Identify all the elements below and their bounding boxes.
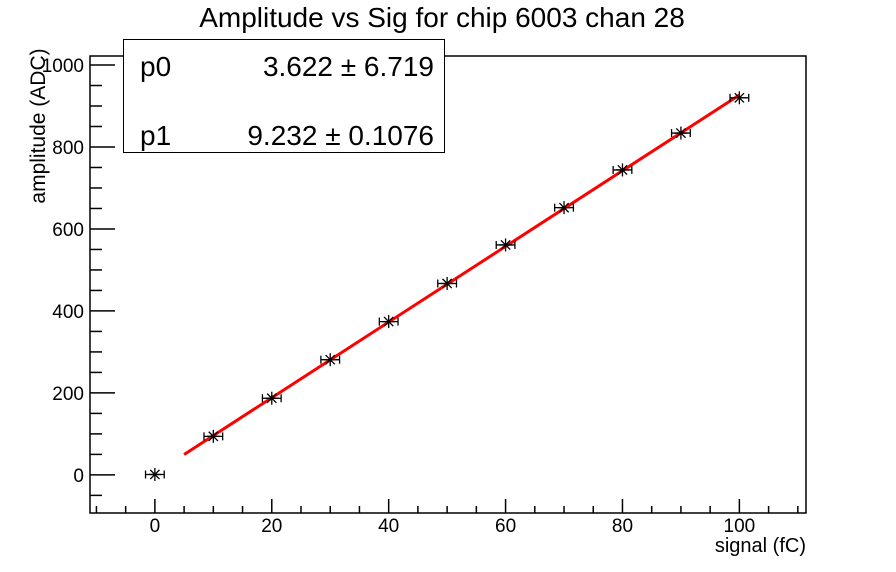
data-point-marker — [383, 316, 394, 327]
fit-param-value: 3.622 ± 6.719 — [262, 51, 434, 82]
x-axis-tick-label: 100 — [724, 516, 756, 537]
fit-param-label: p1 — [140, 120, 172, 151]
y-axis-tick-label: 1000 — [42, 56, 84, 77]
y-axis-tick-label: 400 — [52, 302, 84, 323]
data-point-marker — [734, 92, 745, 103]
fit-param-label: p0 — [140, 51, 172, 82]
y-axis-tick-label: 600 — [52, 220, 84, 241]
x-axis-tick-label: 80 — [612, 516, 633, 537]
fit-param-value: 9.232 ± 0.1076 — [247, 120, 434, 151]
data-point-marker — [500, 239, 511, 251]
x-axis-tick-label: 60 — [495, 516, 516, 537]
y-axis-tick-label: 200 — [52, 384, 84, 405]
data-point-marker — [208, 431, 219, 442]
data-point-marker — [266, 393, 277, 404]
stats-row: p0 3.622 ± 6.719 — [140, 53, 434, 81]
x-axis-tick-label: 0 — [150, 516, 161, 537]
data-point-marker — [675, 127, 686, 139]
plot-frame — [89, 55, 807, 514]
x-axis-tick-label: 40 — [378, 516, 399, 537]
stats-row: p1 9.232 ± 0.1076 — [140, 122, 434, 150]
data-point-marker — [149, 469, 160, 480]
data-point-marker — [325, 354, 336, 365]
fit-line — [183, 93, 741, 456]
y-axis-tick-label: 0 — [73, 466, 84, 487]
data-point-marker — [617, 164, 628, 176]
y-axis-tick-label: 800 — [52, 138, 84, 159]
chart-title: Amplitude vs Sig for chip 6003 chan 28 — [199, 2, 685, 33]
fit-stats-box: p0 3.622 ± 6.719 p1 9.232 ± 0.1076 — [123, 39, 445, 153]
x-axis-tick-label: 20 — [261, 516, 282, 537]
y-axis-title: amplitude (ADC) — [27, 48, 50, 204]
data-point-marker — [442, 278, 453, 289]
data-point-marker — [558, 202, 570, 213]
x-axis-title: signal (fC) — [714, 535, 806, 557]
